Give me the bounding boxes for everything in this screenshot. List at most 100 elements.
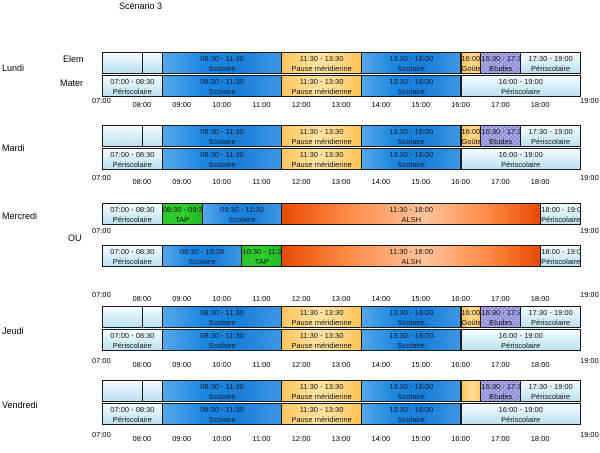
row-label-mater: Mater	[60, 78, 84, 88]
schedule-block-scol[interactable]: 08:30 - 11:30 Scolaire	[161, 380, 283, 402]
schedule-block-scol[interactable]: 13:30 - 16:00 Scolaire	[360, 403, 462, 425]
schedule-block-etud[interactable]: 16:30 - 17:30 Etudes	[480, 125, 522, 147]
schedule-block-tap[interactable]: 10:30 - 11:30 TAP	[241, 245, 283, 267]
axis-tick-label: 17:00	[490, 294, 510, 303]
schedule-block-peri[interactable]: 07:00 - 08:30 Périscolaire	[102, 75, 163, 97]
schedule-block-scol[interactable]: 08:30 - 11:30 Scolaire	[161, 329, 283, 351]
schedule-block-scol[interactable]: 09:30 - 11:30 Scolaire	[201, 203, 283, 225]
block-label: Scolaire	[397, 340, 425, 350]
schedule-block-peri[interactable]: 16:00 - 19:00 Périscolaire	[460, 148, 581, 170]
block-label: Périscolaire	[112, 214, 152, 224]
schedule-block-pause[interactable]: 11:30 - 13:30 Pause méridienne	[281, 380, 362, 402]
axis-tick-label: 14:00	[371, 434, 391, 443]
axis-tick-label: 12:00	[291, 360, 311, 369]
block-label: Scolaire	[208, 159, 236, 169]
schedule-block-peri[interactable]: 17:30 - 19:00 Périscolaire	[520, 52, 581, 74]
axis-tick-label: 12:00	[291, 100, 311, 109]
schedule-block-scol[interactable]: 08:30 - 11:30 Scolaire	[161, 306, 283, 328]
axis-end-label: 19:00	[580, 356, 599, 365]
block-time: 11:30 - 13:30	[299, 331, 344, 340]
schedule-block-pause[interactable]: 11:30 - 13:30 Pause méridienne	[281, 75, 362, 97]
schedule-block-gout[interactable]: 16:00 - 16:30Goûter	[460, 52, 482, 74]
schedule-block-peri[interactable]	[102, 52, 163, 74]
axis-tick-label: 10:00	[212, 177, 231, 186]
schedule-block-gout[interactable]: 16:00 - 16:30Goûter	[460, 125, 482, 147]
schedule-block-peri[interactable]	[102, 125, 163, 147]
schedule-block-gout[interactable]: 16:00 - 16:30Goûter	[460, 306, 482, 328]
schedule-block-pause[interactable]: 11:30 - 13:30 Pause méridienne	[281, 306, 362, 328]
schedule-block-etud[interactable]: 16:30 - 17:30 Etudes	[480, 380, 522, 402]
schedule-block-pause[interactable]: 11:30 - 13:30 Pause méridienne	[281, 403, 362, 425]
block-label: Périscolaire	[112, 256, 152, 266]
schedule-block-scol[interactable]: 13:30 - 16:00 Scolaire	[360, 329, 462, 351]
schedule-block-scol[interactable]: 13:30 - 16:00 Scolaire	[360, 380, 462, 402]
axis-end-label: 19:00	[580, 96, 599, 105]
schedule-block-scol[interactable]: 08:30 - 11:30 Scolaire	[161, 125, 283, 147]
block-label: Périscolaire	[531, 136, 571, 146]
schedule-block-peri[interactable]: 07:00 - 08:30 Périscolaire	[102, 245, 163, 267]
schedule-block-pause[interactable]: 11:30 - 13:30 Pause méridienne	[281, 52, 362, 74]
block-label: Pause méridienne	[291, 340, 352, 350]
axis-tick-label: 11:00	[252, 360, 271, 369]
block-label: Scolaire	[208, 414, 236, 424]
block-label: Scolaire	[397, 391, 425, 401]
block-time	[103, 53, 162, 54]
schedule-block-peri[interactable]: 16:00 - 19:00 Périscolaire	[460, 329, 581, 351]
schedule-block-tap[interactable]: 08:30 - 09:30 TAP	[161, 203, 203, 225]
axis-tick-label: 13:00	[331, 434, 351, 443]
schedule-block-peri[interactable]: 18:00 - 19:00 Périscolaire	[540, 245, 581, 267]
block-time: 16:00 - 16:30	[461, 54, 481, 63]
block-time: 11:30 - 13:30	[299, 405, 344, 414]
axis-tick-label: 14:00	[371, 360, 391, 369]
schedule-block-scol[interactable]: 08:30 - 11:30 Scolaire	[161, 52, 283, 74]
block-label: Goûter	[461, 317, 481, 327]
axis-tick-label: 09:00	[172, 177, 192, 186]
schedule-block-peri[interactable]: 18:00 - 19:00 Périscolaire	[540, 203, 581, 225]
schedule-block-etud[interactable]: 16:30 - 17:30 Etudes	[480, 306, 522, 328]
schedule-block-scol[interactable]: 13:30 - 16:00 Scolaire	[360, 306, 462, 328]
axis-tick-label: 12:00	[291, 177, 311, 186]
schedule-block-scol[interactable]: 13:30 - 16:00 Scolaire	[360, 148, 462, 170]
block-label: Pause méridienne	[291, 317, 352, 327]
schedule-block-scol[interactable]: 08:30 - 11:30 Scolaire	[161, 148, 283, 170]
schedule-block-peri[interactable]: 17:30 - 19:00 Périscolaire	[520, 380, 581, 402]
schedule-block-scol[interactable]: 08:30 - 10:28 Scolaire	[161, 245, 243, 267]
schedule-block-gout[interactable]	[460, 380, 482, 402]
schedule-block-peri[interactable]: 17:30 - 19:00 Périscolaire	[520, 125, 581, 147]
schedule-block-alsh[interactable]: 11:30 - 18:00 ALSH	[281, 203, 542, 225]
schedule-block-etud[interactable]: 16:30 - 17:30 Etudes	[480, 52, 522, 74]
schedule-block-alsh[interactable]: 11:30 - 18:00 ALSH	[281, 245, 542, 267]
axis-tick-label: 11:00	[252, 177, 271, 186]
block-time: 16:00 - 19:00	[498, 77, 543, 86]
axis-tick-label: 16:00	[451, 177, 470, 186]
axis-tick-label: 13:00	[331, 177, 351, 186]
block-time: 11:30 - 13:30	[299, 382, 344, 391]
schedule-block-peri[interactable]: 17:30 - 19:00 Périscolaire	[520, 306, 581, 328]
axis-start-label: 07:00	[92, 226, 111, 235]
block-time: 13:30 - 16:00	[389, 331, 434, 340]
row-label-elem: Elem	[63, 54, 84, 64]
axis-tick-label: 09:00	[172, 434, 192, 443]
schedule-block-scol[interactable]: 08:30 - 11:30 Scolaire	[161, 75, 283, 97]
axis-tick-label: 14:00	[371, 294, 391, 303]
schedule-block-peri[interactable]: 16:00 - 19:00 Périscolaire	[460, 403, 581, 425]
schedule-block-peri[interactable]: 07:00 - 08:30 Périscolaire	[102, 329, 163, 351]
schedule-block-peri[interactable]: 07:00 - 08:30 Périscolaire	[102, 148, 163, 170]
schedule-block-peri[interactable]	[102, 380, 163, 402]
schedule-block-pause[interactable]: 11:30 - 13:30 Pause méridienne	[281, 125, 362, 147]
schedule-block-scol[interactable]: 13:30 - 16:00 Scolaire	[360, 75, 462, 97]
schedule-block-pause[interactable]: 11:30 - 13:30 Pause méridienne	[281, 148, 362, 170]
schedule-block-peri[interactable]: 07:00 - 08:30 Périscolaire	[102, 403, 163, 425]
schedule-block-scol[interactable]: 08:30 - 11:30 Scolaire	[161, 403, 283, 425]
block-label: Etudes	[489, 317, 513, 327]
schedule-block-peri[interactable]	[102, 306, 163, 328]
block-time: 07:00 - 08:30	[110, 205, 155, 214]
schedule-block-scol[interactable]: 13:30 - 16:00 Scolaire	[360, 52, 462, 74]
schedule-block-peri[interactable]: 16:00 - 19:00 Périscolaire	[460, 75, 581, 97]
block-label: Périscolaire	[531, 391, 571, 401]
schedule-block-peri[interactable]: 07:00 - 08:30 Périscolaire	[102, 203, 163, 225]
axis-start-label: 07:00	[92, 96, 111, 105]
schedule-block-pause[interactable]: 11:30 - 13:30 Pause méridienne	[281, 329, 362, 351]
schedule-block-scol[interactable]: 13:30 - 16:00 Scolaire	[360, 125, 462, 147]
block-time: 07:00 - 08:30	[110, 247, 155, 256]
